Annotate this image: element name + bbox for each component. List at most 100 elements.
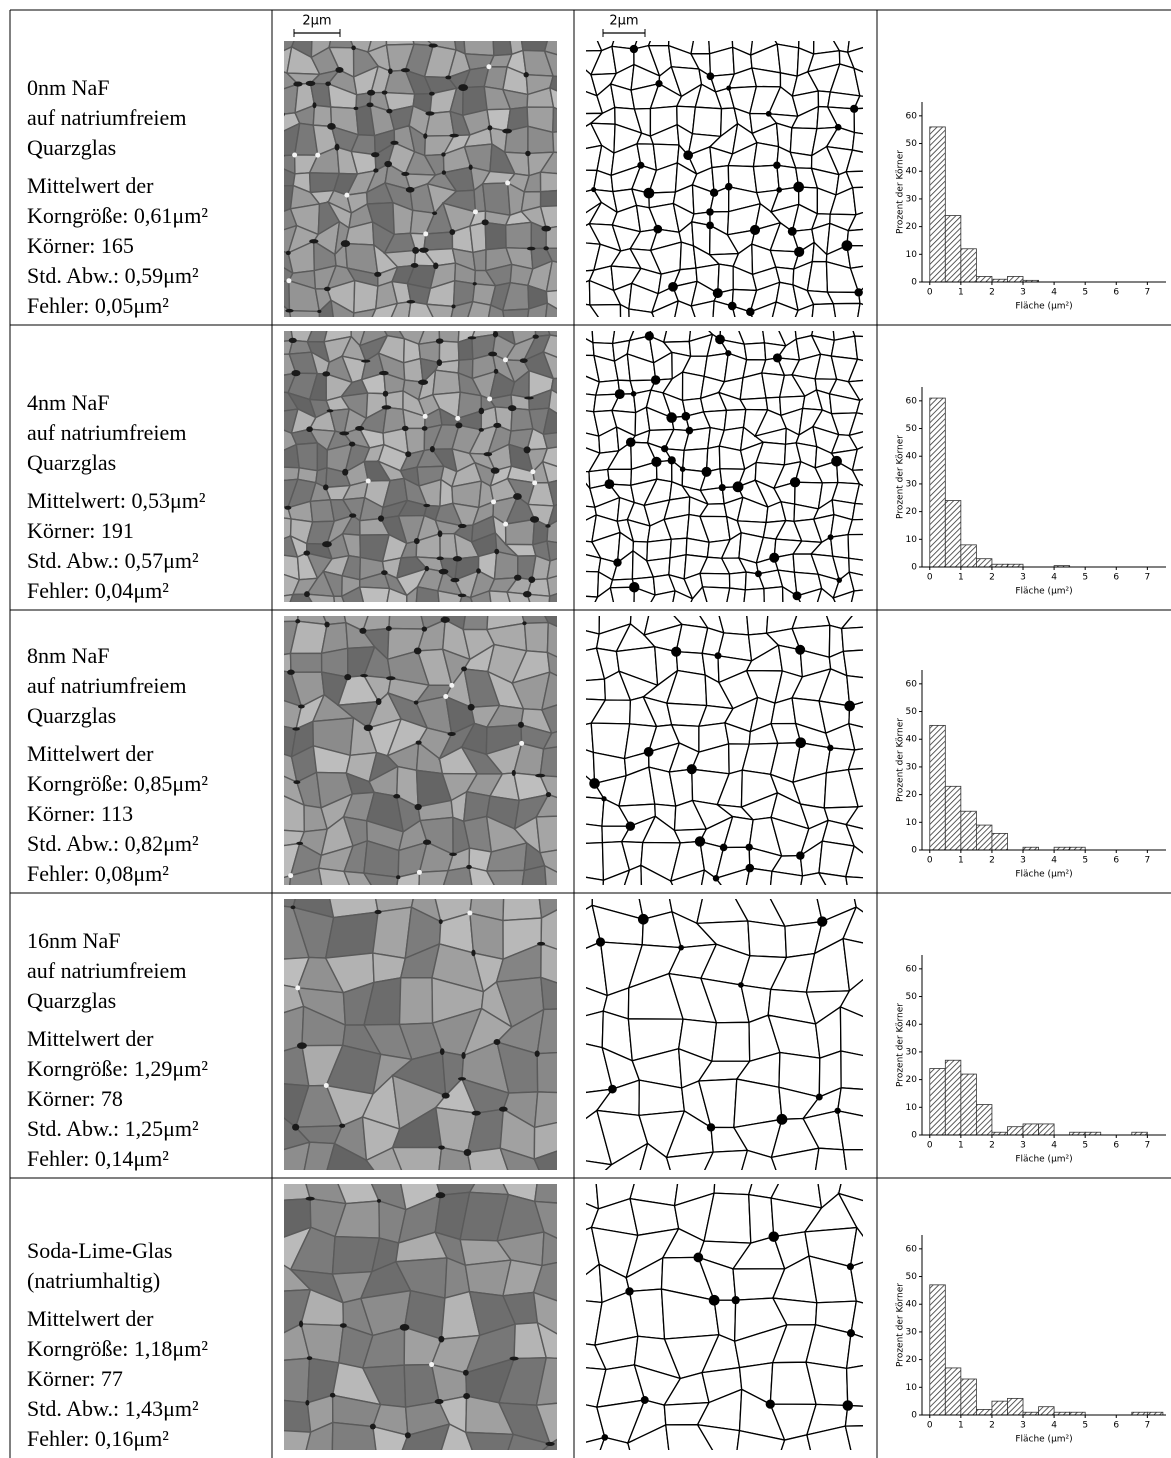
pore bbox=[871, 1253, 881, 1263]
pore bbox=[546, 792, 551, 797]
pore bbox=[842, 240, 853, 251]
grain bbox=[847, 1363, 892, 1408]
pore bbox=[641, 1396, 649, 1404]
grain bbox=[506, 519, 535, 544]
pore bbox=[436, 557, 443, 561]
pore bbox=[274, 464, 283, 471]
pore bbox=[275, 878, 282, 884]
pore bbox=[574, 468, 581, 475]
pore bbox=[312, 102, 316, 108]
grain bbox=[427, 304, 454, 323]
grain bbox=[838, 1111, 877, 1150]
text-line: Quarzglas bbox=[27, 448, 272, 478]
pore bbox=[524, 72, 529, 77]
grain-map bbox=[557, 876, 892, 1193]
pore bbox=[373, 168, 378, 172]
grain bbox=[855, 336, 875, 362]
x-tick-label: 2 bbox=[989, 573, 995, 583]
x-tick-label: 1 bbox=[958, 573, 964, 583]
grain bbox=[764, 587, 783, 614]
y-tick-label: 10 bbox=[906, 250, 918, 260]
y-tick-label: 0 bbox=[911, 1411, 917, 1421]
y-axis-label: Prozent der Körner bbox=[896, 1003, 906, 1087]
pore bbox=[494, 369, 499, 374]
pore bbox=[378, 515, 384, 521]
particle bbox=[503, 522, 508, 527]
particle bbox=[286, 278, 291, 283]
pore bbox=[602, 1434, 609, 1441]
pore bbox=[867, 697, 873, 703]
pore bbox=[533, 334, 539, 338]
grain bbox=[590, 305, 621, 331]
pore bbox=[476, 568, 481, 573]
y-tick-label: 10 bbox=[906, 1103, 918, 1113]
particle bbox=[404, 605, 409, 610]
pore bbox=[442, 170, 446, 174]
grain bbox=[542, 1232, 585, 1266]
x-tick-label: 1 bbox=[958, 1141, 964, 1151]
pore bbox=[563, 128, 571, 133]
particle bbox=[569, 246, 574, 251]
pore bbox=[502, 129, 512, 134]
pore bbox=[491, 467, 500, 473]
text-line: Korngröße: 0,61μm² bbox=[27, 201, 272, 231]
pore bbox=[287, 670, 295, 675]
particle bbox=[486, 64, 491, 69]
pore bbox=[370, 1424, 376, 1430]
grain bbox=[541, 206, 570, 229]
y-tick-label: 30 bbox=[906, 1047, 918, 1057]
grain bbox=[272, 281, 290, 311]
pore bbox=[449, 134, 458, 138]
pore bbox=[569, 775, 577, 780]
grain bbox=[537, 1008, 585, 1054]
pore bbox=[386, 626, 392, 631]
pore bbox=[776, 187, 782, 193]
text-line: Körner: 77 bbox=[27, 1364, 272, 1394]
pore bbox=[651, 457, 661, 467]
y-axis-label: Prozent der Körner bbox=[896, 718, 906, 802]
x-tick-label: 0 bbox=[927, 1141, 933, 1151]
x-axis-label: Fläche (µm²) bbox=[1015, 1155, 1072, 1165]
pore bbox=[436, 1174, 440, 1180]
pore bbox=[382, 90, 388, 94]
pore bbox=[527, 247, 535, 251]
x-tick-label: 7 bbox=[1144, 573, 1150, 583]
pore bbox=[441, 152, 445, 156]
text-line: Soda-Lime-Glas bbox=[27, 1236, 272, 1266]
grain bbox=[691, 26, 710, 54]
grain bbox=[537, 1051, 584, 1093]
pore bbox=[686, 427, 694, 435]
grain bbox=[571, 843, 603, 881]
bar bbox=[1007, 1398, 1023, 1415]
pore bbox=[323, 484, 329, 490]
pore bbox=[327, 123, 336, 130]
grain bbox=[777, 44, 798, 76]
pore bbox=[524, 396, 534, 399]
grain bbox=[843, 649, 884, 680]
pore bbox=[726, 85, 731, 90]
pore bbox=[707, 1123, 715, 1131]
grain bbox=[553, 107, 568, 132]
pore bbox=[793, 182, 804, 193]
pore bbox=[493, 331, 498, 337]
pore bbox=[371, 152, 379, 157]
pore bbox=[479, 428, 484, 432]
y-tick-label: 50 bbox=[906, 1272, 918, 1282]
bar bbox=[961, 545, 977, 567]
y-tick-label: 10 bbox=[906, 535, 918, 545]
x-tick-label: 3 bbox=[1020, 1421, 1026, 1431]
grain bbox=[852, 503, 869, 519]
pore bbox=[463, 1370, 469, 1376]
pore bbox=[414, 538, 420, 544]
pore bbox=[439, 919, 443, 924]
grain bbox=[270, 595, 292, 614]
pore bbox=[871, 260, 879, 268]
pore bbox=[528, 576, 535, 583]
pore bbox=[335, 67, 343, 73]
text-line: Std. Abw.: 0,82μm² bbox=[27, 829, 272, 859]
pore bbox=[425, 111, 434, 115]
pore bbox=[396, 875, 400, 879]
pore bbox=[340, 1323, 347, 1328]
grain bbox=[473, 250, 486, 271]
